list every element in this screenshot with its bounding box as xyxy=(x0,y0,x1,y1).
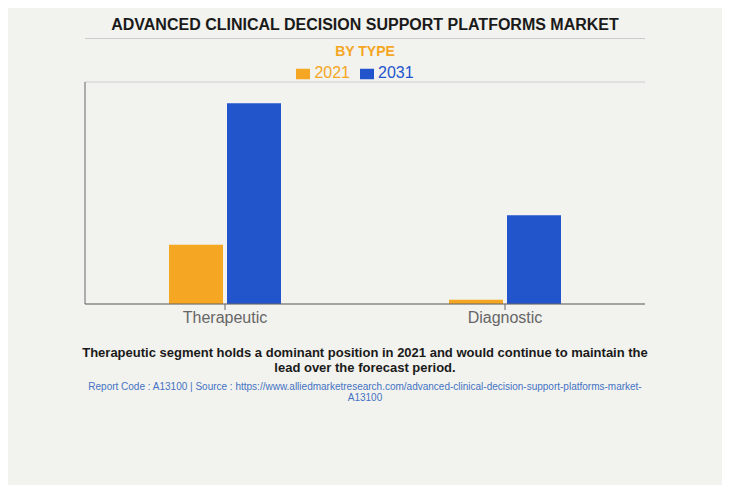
html-text:ADVANCED CLINICAL DECISION SUP: ADVANCED CLINICAL DECISION SUPPORT PLATF… xyxy=(111,16,619,33)
html-text:BY TYPE: BY TYPE xyxy=(335,43,395,59)
html-text:2031: 2031 xyxy=(378,64,414,81)
html-text:Report Code : A13100 | Source: Report Code : A13100 | Source : https://… xyxy=(88,381,642,403)
html-text:2021: 2021 xyxy=(314,64,350,81)
svg-text:Diagnostic: Diagnostic xyxy=(468,309,543,326)
html-text:Therapeutic segment holds a do: Therapeutic segment holds a dominant pos… xyxy=(82,345,648,375)
svg-text:Therapeutic: Therapeutic xyxy=(183,309,268,326)
